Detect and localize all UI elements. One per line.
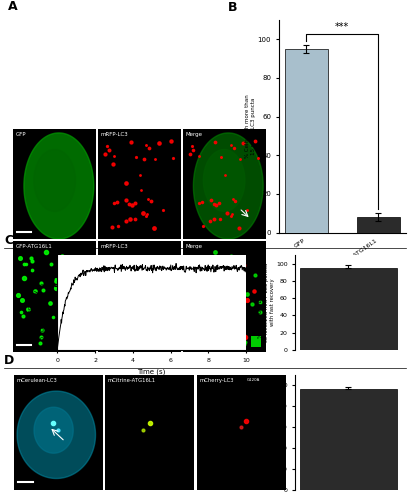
Text: G120A: G120A [246,378,260,382]
Polygon shape [34,407,73,453]
Bar [81,336,91,347]
Polygon shape [193,133,263,239]
Text: B: B [227,0,237,14]
Polygon shape [24,133,94,239]
Bar [284,49,327,232]
Text: mRFP-LC3: mRFP-LC3 [100,244,128,250]
Text: ***: *** [335,22,348,32]
Text: mCitrine-ATG16L1: mCitrine-ATG16L1 [108,378,155,384]
X-axis label: Time (s): Time (s) [137,368,166,374]
Polygon shape [34,150,75,212]
Text: Merge: Merge [184,132,202,137]
Polygon shape [17,391,95,478]
Text: GFP-ATG16L1: GFP-ATG16L1 [16,244,52,250]
Polygon shape [203,150,244,212]
Y-axis label: Normalized fluorescence
intensity: Normalized fluorescence intensity [28,264,38,342]
Y-axis label: % ATG16L1 adjacently co-localized
LC3 puncta positive for LC3G120A: % ATG16L1 adjacently co-localized LC3 pu… [263,386,274,478]
Bar [299,268,396,350]
Bar [356,217,399,232]
Text: mRFP-LC3: mRFP-LC3 [100,132,128,137]
Text: GFP: GFP [16,132,26,137]
Text: A: A [8,0,18,13]
Y-axis label: % Cells with more than
15 mRFP-LC3 puncta: % Cells with more than 15 mRFP-LC3 punct… [245,94,256,158]
Text: D: D [4,354,14,368]
Y-axis label: % GFP-ATG16L1 adjacently
co-localized mRFP-LC3 puncta
with fast recovery: % GFP-ATG16L1 adjacently co-localized mR… [257,263,274,342]
Text: mCerulean-LC3: mCerulean-LC3 [16,378,57,384]
Bar [299,388,396,490]
Bar [250,336,260,347]
Text: Merge: Merge [184,244,202,250]
Text: C: C [4,234,13,248]
Text: mCherry-LC3: mCherry-LC3 [199,378,233,384]
